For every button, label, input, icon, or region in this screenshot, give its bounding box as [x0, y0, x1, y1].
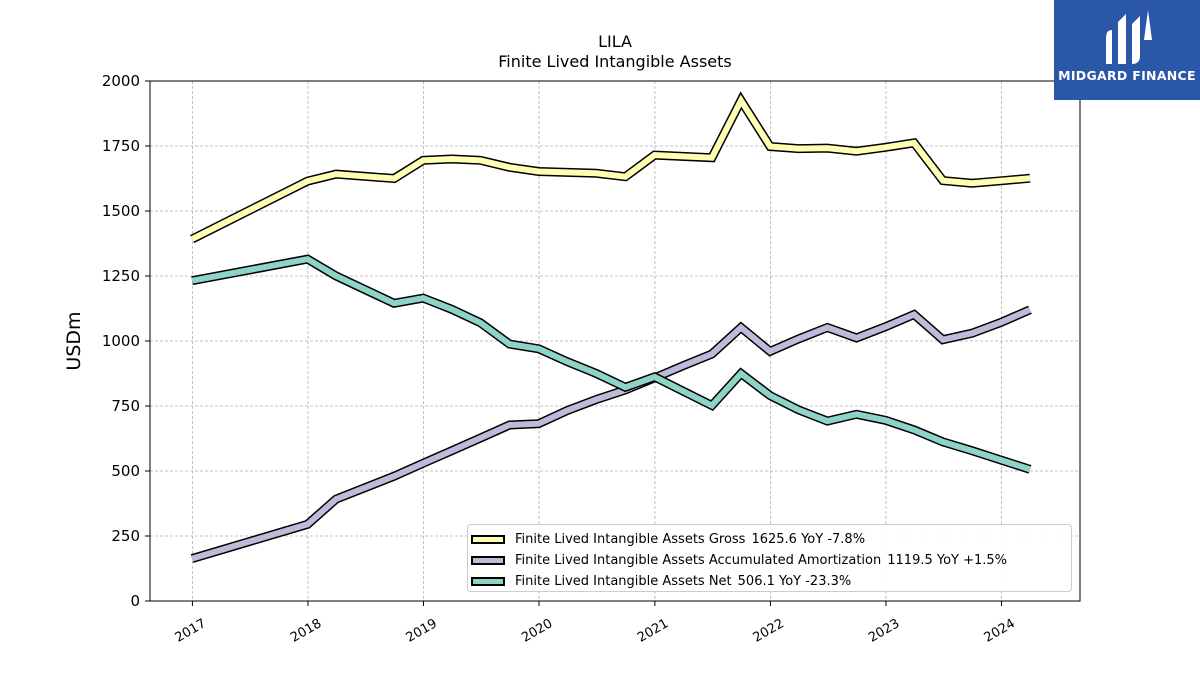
series-line-3 [191, 255, 1031, 473]
y-tick-label: 500 [111, 462, 140, 480]
x-tick-label: 2017 [173, 616, 209, 646]
series-line-outline-1 [190, 91, 1031, 244]
y-tick-label: 1250 [102, 267, 140, 285]
x-tick-label: 2020 [519, 616, 555, 646]
chart-title: LILA [598, 32, 632, 51]
y-tick-label: 2000 [102, 72, 140, 90]
chart-subtitle: Finite Lived Intangible Assets [498, 52, 732, 71]
legend-value: 1119.5 YoY +1.5% [887, 553, 1008, 568]
legend-label: Finite Lived Intangible Assets Accumulat… [515, 553, 882, 568]
y-tick-label: 1000 [102, 332, 140, 350]
x-tick-label: 2023 [866, 616, 902, 646]
series-line-1 [190, 94, 1031, 242]
legend-swatch [471, 577, 505, 586]
legend-item-3: Finite Lived Intangible Assets Net 506.1 … [468, 571, 1071, 592]
y-tick-label: 1750 [102, 137, 140, 155]
series-line-outline-2 [190, 305, 1032, 563]
series-lines [190, 91, 1032, 563]
legend-label: Finite Lived Intangible Assets Net [515, 574, 732, 589]
legend-value: 1625.6 YoY -7.8% [751, 532, 866, 547]
series-line-outline-3 [191, 254, 1032, 474]
logo-mark-icon [1106, 10, 1152, 64]
y-axis: 0 250 500 750 1000 1250 1500 1750 2000 [102, 72, 150, 610]
y-tick-label: 1500 [102, 202, 140, 220]
legend: Finite Lived Intangible Assets Gross 1625… [467, 524, 1072, 592]
x-axis: 2017 2018 2019 2020 2021 2022 2023 2024 [173, 601, 1018, 646]
y-tick-label: 250 [111, 527, 140, 545]
x-tick-label: 2021 [635, 616, 671, 646]
y-tick-label: 750 [111, 397, 140, 415]
logo-text: MIDGARD FINANCE [1058, 68, 1196, 83]
legend-item-1: Finite Lived Intangible Assets Gross 1625… [468, 529, 1071, 550]
brand-logo: MIDGARD FINANCE [1054, 0, 1200, 100]
series-line-2 [191, 307, 1032, 562]
legend-label: Finite Lived Intangible Assets Gross [515, 532, 746, 547]
legend-swatch [471, 535, 505, 544]
legend-swatch [471, 556, 505, 565]
y-axis-label: USDm [63, 311, 85, 370]
x-tick-label: 2022 [751, 616, 787, 646]
x-tick-label: 2024 [982, 616, 1018, 646]
x-tick-label: 2019 [404, 616, 440, 646]
legend-item-2: Finite Lived Intangible Assets Accumulat… [468, 550, 1071, 571]
y-tick-label: 0 [130, 592, 140, 610]
legend-value: 506.1 YoY -23.3% [737, 574, 852, 589]
x-tick-label: 2018 [288, 616, 324, 646]
